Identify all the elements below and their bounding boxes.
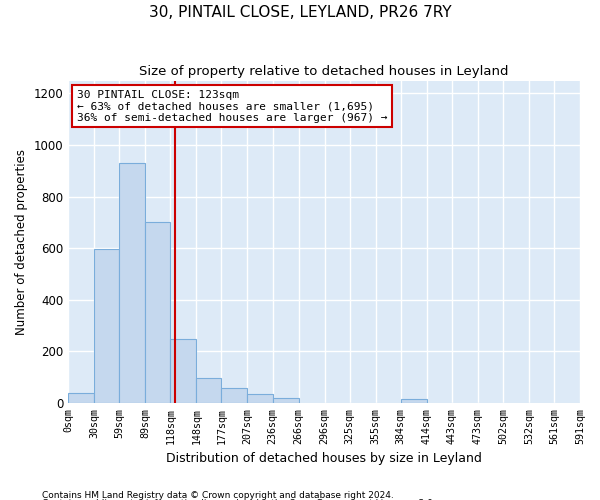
Bar [221,388,247,403]
Text: 30 PINTAIL CLOSE: 123sqm
← 63% of detached houses are smaller (1,695)
36% of sem: 30 PINTAIL CLOSE: 123sqm ← 63% of detach… [77,90,388,123]
Bar [119,163,145,403]
Bar [94,250,119,403]
Y-axis label: Number of detached properties: Number of detached properties [15,148,28,334]
Bar [196,378,221,403]
Bar [401,399,427,403]
X-axis label: Distribution of detached houses by size in Leyland: Distribution of detached houses by size … [166,452,482,465]
Text: Contains HM Land Registry data © Crown copyright and database right 2024.: Contains HM Land Registry data © Crown c… [42,490,394,500]
Bar [272,398,299,403]
Bar [145,222,170,403]
Bar [170,339,196,403]
Text: 30, PINTAIL CLOSE, LEYLAND, PR26 7RY: 30, PINTAIL CLOSE, LEYLAND, PR26 7RY [149,5,451,20]
Bar [68,393,94,403]
Bar [247,394,272,403]
Title: Size of property relative to detached houses in Leyland: Size of property relative to detached ho… [139,65,509,78]
